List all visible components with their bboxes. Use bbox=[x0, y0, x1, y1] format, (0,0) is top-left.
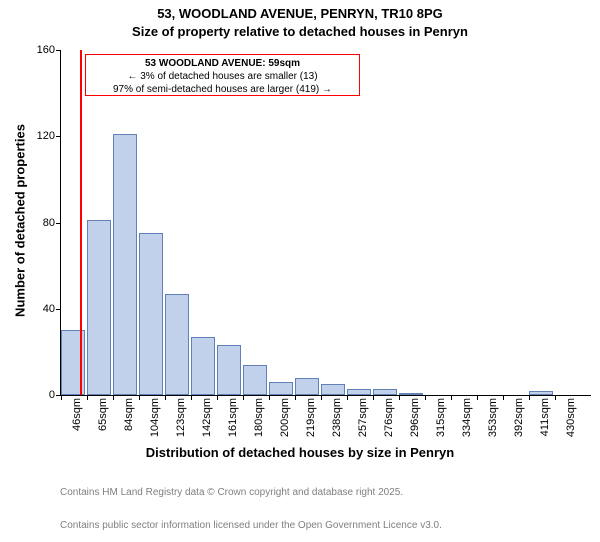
x-tick-mark bbox=[191, 395, 192, 400]
histogram-bar bbox=[373, 389, 397, 395]
plot-area: 0408012016046sqm65sqm84sqm104sqm123sqm14… bbox=[60, 50, 591, 396]
y-tick-mark bbox=[56, 223, 61, 224]
histogram-bar bbox=[269, 382, 293, 395]
x-axis-label: Distribution of detached houses by size … bbox=[0, 445, 600, 460]
x-tick-mark bbox=[425, 395, 426, 400]
x-tick-mark bbox=[243, 395, 244, 400]
y-tick-mark bbox=[56, 50, 61, 51]
x-tick-label: 238sqm bbox=[331, 398, 343, 437]
x-tick-mark bbox=[269, 395, 270, 400]
chart-title-line1: 53, WOODLAND AVENUE, PENRYN, TR10 8PG bbox=[0, 6, 600, 21]
histogram-bar bbox=[165, 294, 189, 395]
x-tick-mark bbox=[399, 395, 400, 400]
x-tick-label: 65sqm bbox=[97, 398, 109, 431]
histogram-bar bbox=[113, 134, 137, 395]
x-tick-label: 430sqm bbox=[565, 398, 577, 437]
footnote-line1: Contains HM Land Registry data © Crown c… bbox=[60, 487, 442, 498]
x-tick-mark bbox=[503, 395, 504, 400]
x-tick-label: 411sqm bbox=[539, 398, 551, 436]
y-axis-label: Number of detached properties bbox=[13, 120, 28, 320]
x-tick-mark bbox=[529, 395, 530, 400]
x-tick-mark bbox=[451, 395, 452, 400]
y-tick-mark bbox=[56, 309, 61, 310]
x-tick-mark bbox=[217, 395, 218, 400]
x-tick-label: 296sqm bbox=[409, 398, 421, 437]
reference-line bbox=[80, 50, 82, 395]
footnote: Contains HM Land Registry data © Crown c… bbox=[60, 465, 442, 542]
x-tick-mark bbox=[61, 395, 62, 400]
x-tick-mark bbox=[555, 395, 556, 400]
x-tick-label: 219sqm bbox=[305, 398, 317, 437]
x-tick-label: 392sqm bbox=[513, 398, 525, 437]
y-tick-label: 0 bbox=[49, 389, 55, 401]
x-tick-mark bbox=[139, 395, 140, 400]
histogram-bar bbox=[217, 345, 241, 395]
x-tick-mark bbox=[295, 395, 296, 400]
callout-line1: 53 WOODLAND AVENUE: 59sqm bbox=[90, 57, 355, 70]
y-tick-label: 160 bbox=[37, 44, 55, 56]
x-tick-label: 180sqm bbox=[253, 398, 265, 437]
x-tick-label: 142sqm bbox=[201, 398, 213, 437]
x-tick-mark bbox=[113, 395, 114, 400]
y-tick-label: 80 bbox=[43, 217, 55, 229]
x-tick-label: 353sqm bbox=[487, 398, 499, 437]
histogram-bar bbox=[243, 365, 267, 395]
x-tick-mark bbox=[477, 395, 478, 400]
x-tick-mark bbox=[373, 395, 374, 400]
footnote-line2: Contains public sector information licen… bbox=[60, 520, 442, 531]
x-tick-mark bbox=[165, 395, 166, 400]
histogram-bar bbox=[399, 393, 423, 395]
y-tick-label: 120 bbox=[37, 130, 55, 142]
x-tick-label: 257sqm bbox=[357, 398, 369, 437]
histogram-bar bbox=[347, 389, 371, 395]
x-tick-label: 46sqm bbox=[71, 398, 83, 431]
callout-line2: ← 3% of detached houses are smaller (13) bbox=[90, 70, 355, 83]
callout-box: 53 WOODLAND AVENUE: 59sqm ← 3% of detach… bbox=[85, 54, 360, 96]
x-tick-label: 200sqm bbox=[279, 398, 291, 437]
x-tick-label: 161sqm bbox=[227, 398, 239, 437]
x-tick-label: 334sqm bbox=[461, 398, 473, 437]
x-tick-mark bbox=[347, 395, 348, 400]
histogram-bar bbox=[321, 384, 345, 395]
x-tick-mark bbox=[87, 395, 88, 400]
callout-line3: 97% of semi-detached houses are larger (… bbox=[90, 83, 355, 96]
x-tick-label: 104sqm bbox=[149, 398, 161, 437]
x-tick-mark bbox=[321, 395, 322, 400]
histogram-bar bbox=[87, 220, 111, 395]
histogram-bar bbox=[295, 378, 319, 395]
histogram-bar bbox=[139, 233, 163, 395]
x-tick-label: 123sqm bbox=[175, 398, 187, 437]
y-tick-mark bbox=[56, 136, 61, 137]
x-tick-label: 315sqm bbox=[435, 398, 447, 437]
chart-title-line2: Size of property relative to detached ho… bbox=[0, 24, 600, 39]
histogram-bar bbox=[191, 337, 215, 395]
x-tick-label: 276sqm bbox=[383, 398, 395, 437]
histogram-bar bbox=[529, 391, 553, 395]
y-tick-label: 40 bbox=[43, 303, 55, 315]
x-tick-label: 84sqm bbox=[123, 398, 135, 431]
